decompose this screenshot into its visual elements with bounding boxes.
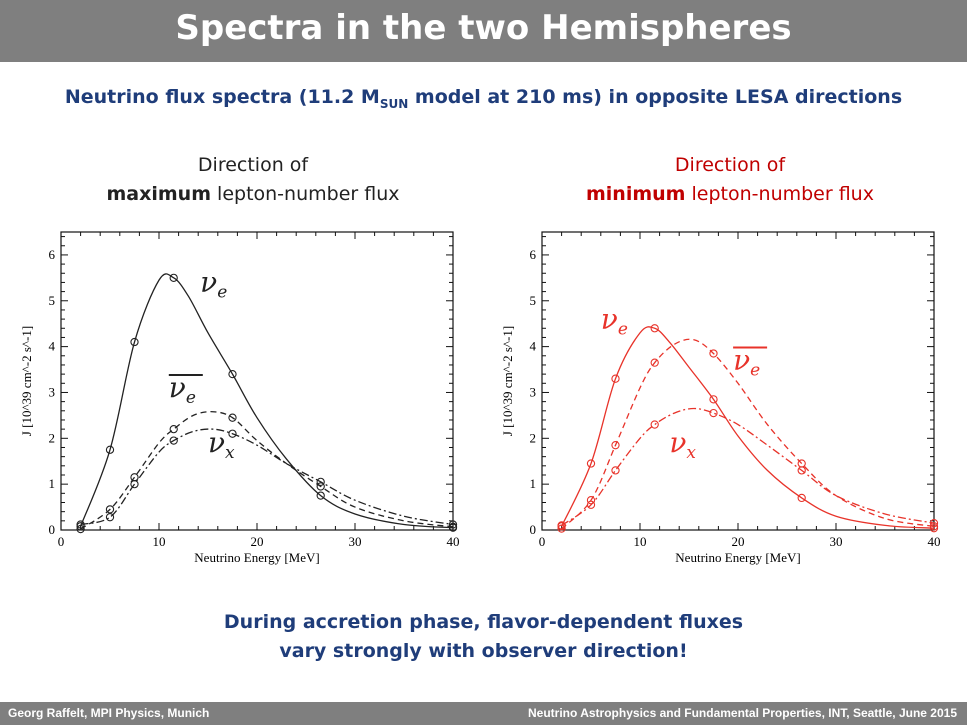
data-point: [611, 466, 620, 475]
data-point: [316, 477, 325, 487]
data-point: [169, 273, 178, 282]
data-point: [797, 493, 806, 503]
data-point: [929, 518, 939, 528]
data-point: [557, 521, 566, 530]
data-point: [228, 369, 237, 379]
curve-label: νx: [669, 426, 696, 463]
slide-subtitle: Neutrino flux spectra (11.2 MSUN model a…: [0, 86, 967, 111]
right-heading-bold: minimum: [586, 183, 686, 205]
plot-frame: [541, 231, 935, 531]
right-heading-line1: Direction of: [674, 154, 786, 176]
x-tick-label: 40: [928, 534, 941, 549]
x-axis-label: Neutrino Energy [MeV]: [675, 550, 800, 565]
series-line-solid: [561, 326, 935, 529]
y-tick-label: 2: [49, 430, 56, 445]
curve-label: νe: [200, 266, 227, 303]
curve-label: νe: [601, 302, 628, 339]
data-point: [130, 337, 139, 347]
left-heading-rest: lepton-number flux: [211, 183, 400, 205]
data-point: [169, 436, 178, 445]
subtitle-subscript: SUN: [379, 96, 409, 111]
data-point: [650, 324, 659, 333]
subtitle-rest: model at 210 ms) in opposite LESA direct…: [408, 86, 903, 108]
x-tick-label: 10: [634, 534, 647, 549]
y-tick-label: 3: [49, 384, 56, 399]
data-point: [105, 445, 115, 454]
data-point: [650, 420, 659, 429]
right-spectrum-chart: 0 10 20 30 40 0 1 2 3 4 5 6 Neutrino Energy [MeV] J […: [500, 231, 941, 565]
right-heading-line2: minimum lepton-number flux: [520, 180, 940, 209]
data-point: [448, 520, 458, 529]
x-tick-label: 0: [539, 534, 546, 549]
series-line-solid: [79, 273, 454, 529]
title-bar: [0, 0, 967, 62]
footer-bar: Georg Raffelt, MPI Physics, Munich Neutr…: [0, 702, 967, 725]
x-tick-label: 10: [153, 534, 166, 549]
data-point: [316, 482, 325, 491]
conclusion-line2: vary strongly with observer direction!: [279, 640, 688, 662]
data-point: [228, 429, 237, 438]
conclusion-text: During accretion phase, flavor-dependent…: [0, 608, 967, 666]
y-tick-label: 0: [530, 522, 537, 537]
data-point: [650, 358, 659, 367]
x-tick-label: 20: [732, 534, 745, 549]
data-point: [797, 466, 806, 475]
data-point: [709, 395, 718, 404]
curve-label: νx: [208, 426, 235, 463]
curve-label: νe: [169, 371, 196, 408]
data-point: [169, 424, 178, 434]
left-heading-line2: maximum lepton-number flux: [43, 180, 463, 209]
x-tick-label: 30: [349, 534, 362, 549]
series-line-dashed: [561, 338, 935, 530]
data-point: [316, 491, 325, 500]
x-tick-label: 40: [447, 534, 460, 549]
x-tick-label: 0: [58, 534, 65, 549]
subtitle-main: Neutrino flux spectra (11.2 M: [64, 86, 380, 108]
data-point: [611, 441, 620, 450]
data-point: [448, 522, 458, 531]
data-point: [105, 505, 115, 514]
curve-label: νe: [733, 344, 760, 381]
y-axis-label: J [10^39 cm^-2 s^-1]: [500, 326, 515, 436]
series-line-dashed: [80, 410, 454, 530]
data-point: [586, 459, 596, 468]
conclusion-line1: During accretion phase, flavor-dependent…: [223, 611, 744, 633]
data-point: [709, 408, 718, 418]
x-axis-label: Neutrino Energy [MeV]: [194, 550, 319, 565]
y-tick-label: 5: [530, 293, 537, 308]
data-point: [130, 480, 139, 489]
footer-author: Georg Raffelt, MPI Physics, Munich: [8, 706, 210, 720]
series-line-dashdot: [80, 428, 454, 526]
x-tick-label: 30: [830, 534, 843, 549]
left-heading-line1: Direction of: [197, 154, 309, 176]
y-tick-label: 3: [530, 384, 537, 399]
y-tick-label: 5: [49, 293, 56, 308]
plot-frame: [60, 231, 454, 531]
y-tick-label: 1: [530, 476, 537, 491]
footer-event: Neutrino Astrophysics and Fundamental Pr…: [528, 706, 957, 720]
data-point: [76, 524, 85, 534]
right-heading-rest: lepton-number flux: [685, 183, 874, 205]
data-point: [611, 374, 620, 383]
y-tick-label: 6: [530, 247, 537, 262]
data-point: [709, 349, 718, 358]
x-tick-label: 20: [251, 534, 264, 549]
right-panel-heading: Direction of minimum lepton-number flux: [520, 151, 940, 209]
y-tick-label: 2: [530, 430, 537, 445]
y-tick-label: 0: [49, 522, 56, 537]
y-axis-label: J [10^39 cm^-2 s^-1]: [19, 326, 34, 436]
y-tick-label: 1: [49, 476, 56, 491]
y-tick-label: 4: [49, 339, 56, 354]
left-panel-heading: Direction of maximum lepton-number flux: [43, 151, 463, 209]
left-heading-bold: maximum: [106, 183, 211, 205]
page-title: Spectra in the two Hemispheres: [175, 8, 792, 48]
data-point: [76, 520, 85, 529]
data-point: [105, 513, 115, 522]
data-point: [586, 496, 596, 505]
data-point: [586, 500, 596, 509]
y-tick-label: 4: [530, 339, 537, 354]
y-tick-label: 6: [49, 247, 56, 262]
left-spectrum-chart: 0 10 20 30 40 0 1 2 3 4 5 6 Neutrino Energy [MeV] J […: [19, 231, 460, 565]
data-point: [228, 413, 237, 422]
